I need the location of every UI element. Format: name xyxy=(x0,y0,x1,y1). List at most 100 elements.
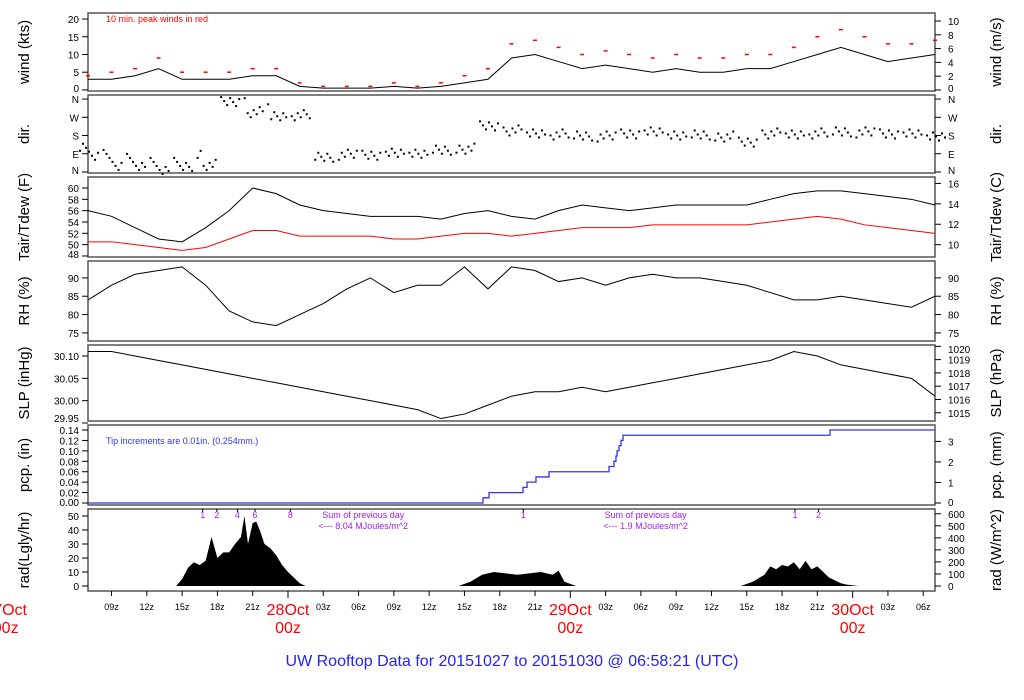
rad-tick-label-right: 300 xyxy=(948,546,965,557)
dir-tick-label-right: S xyxy=(948,132,955,143)
dir-wind-direction-deg--point xyxy=(243,97,246,100)
dir-wind-direction-deg--point xyxy=(732,130,735,133)
pcp-tick-label-right: 3 xyxy=(948,437,954,448)
dir-wind-direction-deg--point xyxy=(478,120,481,123)
dir-wind-direction-deg--point xyxy=(737,136,740,139)
dir-wind-direction-deg--point xyxy=(579,134,582,137)
rad-hour-annotation: 2 xyxy=(214,510,219,520)
dir-wind-direction-deg--point xyxy=(302,109,305,112)
dir-wind-direction-deg--point xyxy=(817,134,820,137)
dir-wind-direction-deg--point xyxy=(773,134,776,137)
dir-wind-direction-deg--point xyxy=(646,133,649,136)
x-tick-label: 09z xyxy=(669,602,684,612)
temp-ylabel: Tair/Tdew (F) xyxy=(16,173,33,261)
dir-wind-direction-deg--point xyxy=(208,161,211,164)
dir-wind-direction-deg--point xyxy=(343,155,346,158)
x-tick-label: 21z xyxy=(528,602,543,612)
rad-hour-annotation: 1 xyxy=(200,510,205,520)
dir-wind-direction-deg--point xyxy=(164,165,167,168)
dir-wind-direction-deg--point xyxy=(393,151,396,154)
x-tick-label: 15z xyxy=(457,602,472,612)
dir-wind-direction-deg--point xyxy=(346,148,349,151)
dir-wind-direction-deg--point xyxy=(582,138,585,141)
rh-ylabel-right: RH (%) xyxy=(988,276,1005,325)
rad-hour-annotation: 8 xyxy=(288,510,293,520)
rad-ylabel-right: rad (W/m^2) xyxy=(988,509,1005,591)
dir-wind-direction-deg--point xyxy=(837,130,840,133)
dir-wind-direction-deg--point xyxy=(176,160,179,163)
dir-wind-direction-deg--point xyxy=(185,161,188,164)
dir-wind-direction-deg--point xyxy=(508,134,511,137)
dir-tick-label-left: W xyxy=(70,113,80,124)
dir-wind-direction-deg--point xyxy=(337,158,340,161)
date-label: 30Oct xyxy=(831,602,874,619)
dir-wind-direction-deg--point xyxy=(761,129,764,132)
dir-wind-direction-deg--point xyxy=(490,125,493,128)
dir-wind-direction-deg--point xyxy=(576,130,579,133)
dir-wind-direction-deg--point xyxy=(205,168,208,171)
date-time-label: 00z xyxy=(275,620,301,637)
dir-wind-direction-deg--point xyxy=(561,128,564,131)
dir-wind-direction-deg--point xyxy=(97,151,99,154)
dir-wind-direction-deg--point xyxy=(535,132,538,135)
dir-wind-direction-deg--point xyxy=(599,133,602,136)
dir-wind-direction-deg--point xyxy=(520,128,523,131)
dir-wind-direction-deg--point xyxy=(255,113,258,116)
dir-wind-direction-deg--point xyxy=(167,169,170,172)
slp-tick-label-right: 1016 xyxy=(948,395,971,406)
dir-wind-direction-deg--point xyxy=(246,112,249,115)
dir-wind-direction-deg--point xyxy=(417,152,420,155)
dir-wind-direction-deg--point xyxy=(238,98,241,101)
dir-wind-direction-deg--point xyxy=(573,137,576,140)
dir-wind-direction-deg--point xyxy=(555,131,558,134)
dir-wind-direction-deg--point xyxy=(870,134,873,137)
rad-hour-annotation: 4 xyxy=(235,510,240,520)
dir-wind-direction-deg--point xyxy=(679,138,682,141)
dir-wind-direction-deg--point xyxy=(802,134,805,137)
dir-ylabel: dir. xyxy=(16,124,33,144)
pcp-tick-label-left: 0.04 xyxy=(60,478,80,489)
x-tick-label: 06z xyxy=(351,602,366,612)
dir-wind-direction-deg--point xyxy=(746,137,749,140)
dir-wind-direction-deg--point xyxy=(784,132,787,135)
dir-panel-frame xyxy=(87,94,936,174)
x-tick-label: 12z xyxy=(140,602,155,612)
dir-wind-direction-deg--point xyxy=(808,133,811,136)
dir-wind-direction-deg--point xyxy=(567,136,570,139)
temp-tick-label-right: 12 xyxy=(948,220,960,231)
pcp-tick-label-left: 0.10 xyxy=(60,447,80,458)
dir-wind-direction-deg--point xyxy=(349,152,352,155)
x-tick-label: 18z xyxy=(492,602,507,612)
dir-wind-direction-deg--point xyxy=(855,136,858,139)
dir-wind-direction-deg--point xyxy=(511,127,514,130)
dir-wind-direction-deg--point xyxy=(702,130,705,133)
dir-wind-direction-deg--point xyxy=(214,158,217,161)
dir-wind-direction-deg--point xyxy=(373,154,376,157)
dir-wind-direction-deg--point xyxy=(326,152,329,155)
wind-tick-label-right: 4 xyxy=(948,58,954,69)
x-tick-label: 12z xyxy=(704,602,719,612)
temp-tick-label-left: 54 xyxy=(68,218,80,229)
dir-wind-direction-deg--point xyxy=(611,138,614,141)
wind-panel-frame xyxy=(87,12,936,92)
dir-wind-direction-deg--point xyxy=(426,153,429,156)
dir-wind-direction-deg--point xyxy=(867,130,870,133)
dir-wind-direction-deg--point xyxy=(776,127,779,130)
dir-wind-direction-deg--point xyxy=(658,127,661,130)
dir-wind-direction-deg--point xyxy=(682,131,685,134)
dir-wind-direction-deg--point xyxy=(470,149,473,152)
dir-wind-direction-deg--point xyxy=(396,155,399,158)
temp-tick-label-right: 14 xyxy=(948,200,960,211)
dir-wind-direction-deg--point xyxy=(135,164,138,167)
dir-wind-direction-deg--point xyxy=(873,127,876,130)
dir-wind-direction-deg--point xyxy=(858,129,861,132)
dir-wind-direction-deg--point xyxy=(505,130,508,133)
dir-wind-direction-deg--point xyxy=(434,144,437,147)
dir-wind-direction-deg--point xyxy=(667,133,670,136)
dir-wind-direction-deg--point xyxy=(249,116,252,119)
dir-wind-direction-deg--point xyxy=(558,135,561,138)
dir-wind-direction-deg--point xyxy=(620,128,623,131)
dir-wind-direction-deg--point xyxy=(437,148,440,151)
dir-wind-direction-deg--point xyxy=(723,140,726,143)
dir-tick-label-right: E xyxy=(948,150,955,161)
